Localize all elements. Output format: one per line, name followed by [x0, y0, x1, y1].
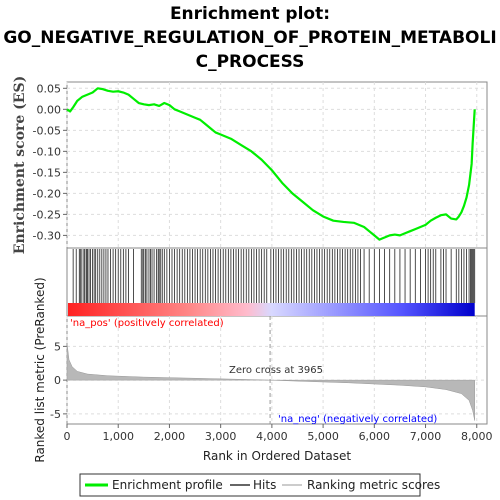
es-panel-frame: [66, 81, 488, 249]
es-y-tick-label: -0.25: [33, 208, 61, 221]
ranking-metric-area: [66, 316, 475, 424]
x-ticks: 0 1,000 2,000 3,000 4,000 5,000 6,000 7,000 8,00…: [64, 424, 493, 443]
ranking-metric-fill: [66, 342, 475, 421]
x-tick-label: 7,000: [410, 430, 442, 443]
positive-correlation-label: 'na_pos' (positively correlated): [70, 318, 224, 329]
metric-y-axis-label: Ranked list metric (PreRanked): [33, 277, 47, 462]
x-tick-label: 2,000: [154, 430, 186, 443]
zero-cross-label: Zero cross at 3965: [229, 365, 323, 376]
metric-y-tick-label: -5: [50, 408, 61, 421]
rank-gradient-bar: [68, 303, 475, 316]
legend-metric-label: Ranking metric scores: [307, 478, 440, 492]
es-y-tick-label: -0.20: [33, 187, 61, 200]
x-tick-label: 1,000: [102, 430, 134, 443]
chart-title-line-1: Enrichment plot:: [170, 4, 330, 24]
x-tick-label: 4,000: [256, 430, 288, 443]
legend-hits-label: Hits: [253, 478, 276, 492]
hit-lines: [72, 249, 476, 303]
es-gridlines: [66, 82, 487, 248]
x-tick-label: 5,000: [307, 430, 339, 443]
x-tick-label: 6,000: [359, 430, 391, 443]
x-tick-label: 0: [64, 430, 71, 443]
metric-panel-frame: [66, 315, 488, 425]
metric-y-ticks: 5 0 -5: [50, 340, 67, 421]
es-y-tick-label: 0.05: [37, 82, 62, 95]
chart-title-line-3: C_PROCESS: [196, 52, 305, 72]
es-y-ticks: 0.05 0.00 -0.05 -0.10 -0.15 -0.20 -0.25 -0.30: [33, 82, 67, 242]
es-y-axis-label: Enrichment score (ES): [12, 76, 28, 254]
es-y-tick-label: -0.30: [33, 229, 61, 242]
x-tick-label: 3,000: [205, 430, 237, 443]
chart-title-line-2: GO_NEGATIVE_REGULATION_OF_PROTEIN_METABO…: [3, 28, 496, 48]
legend-enrichment-label: Enrichment profile: [112, 478, 223, 492]
metric-y-tick-label: 0: [54, 374, 61, 387]
enrichment-profile-line: [66, 87, 476, 241]
negative-correlation-label: 'na_neg' (negatively correlated): [278, 414, 437, 425]
x-tick-label: 8,000: [461, 430, 493, 443]
es-y-tick-label: -0.10: [33, 145, 61, 158]
es-y-tick-label: 0.00: [37, 103, 62, 116]
es-y-tick-label: -0.05: [33, 124, 61, 137]
enrichment-profile-path: [66, 87, 476, 241]
es-y-tick-label: -0.15: [33, 166, 61, 179]
rank-color-bar: [68, 303, 475, 316]
metric-y-tick-label: 5: [54, 340, 61, 353]
x-axis-label: Rank in Ordered Dataset: [203, 449, 351, 463]
